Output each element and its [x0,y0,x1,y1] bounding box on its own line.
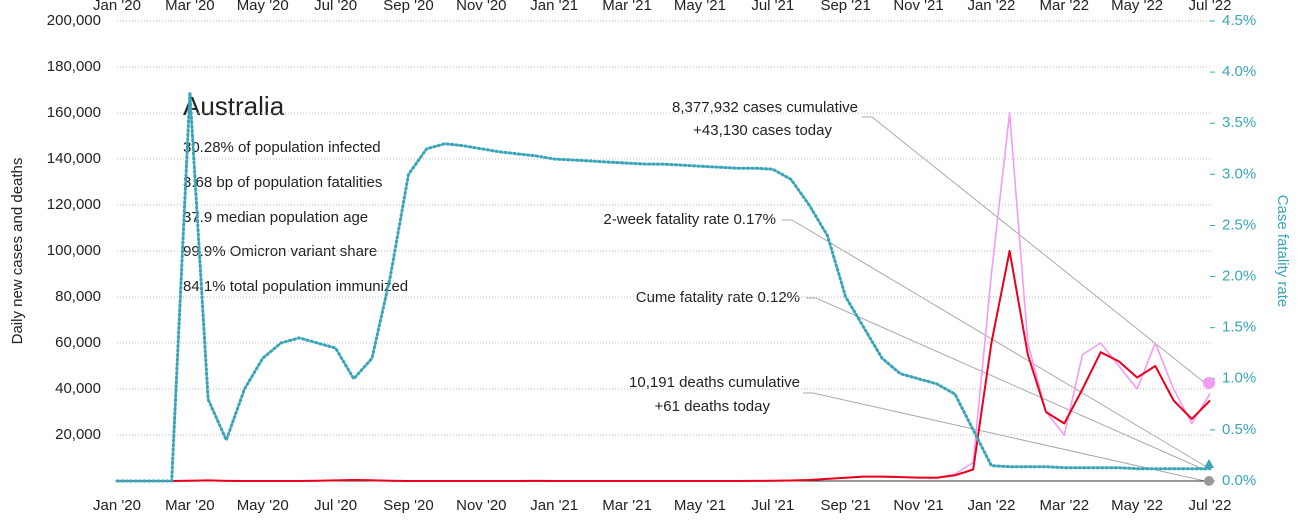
x-tick-label: Jul '21 [751,497,794,514]
y2-tick-label: 4.5% [1222,12,1256,29]
x-tick-label: May '22 [1111,497,1163,514]
annotation: +43,130 cases today [693,122,832,139]
x-tick-label: Sep '20 [383,497,433,514]
x-tick-label: Mar '21 [602,497,652,514]
x-tick-label: Mar '22 [1039,497,1089,514]
x-tick-label: May '21 [674,497,726,514]
y2-tick-label: 0.0% [1222,472,1256,489]
x-tick-label-top: Jul '20 [314,0,357,14]
x-tick-label-top: Mar '21 [602,0,652,14]
x-tick-label-top: May '22 [1111,0,1163,14]
y2-tick-label: 0.5% [1222,421,1256,438]
y-tick-label: 60,000 [55,334,101,351]
y2-tick-label: 2.0% [1222,268,1256,285]
y-tick-label: 140,000 [47,150,101,167]
stat: 30.28% of population infected [183,139,381,156]
x-tick-label: Jan '20 [93,497,141,514]
series-line [117,250,1211,482]
x-tick-label: Jan '22 [967,497,1015,514]
y2-tick-label: 3.0% [1222,165,1256,182]
y2-tick-label: 2.5% [1222,216,1256,233]
x-tick-label-top: May '21 [674,0,726,14]
y-tick-label: 180,000 [47,58,101,75]
x-tick-label: Mar '20 [165,497,215,514]
stat: 84.1% total population immunized [183,278,408,295]
y2-tick-label: 4.0% [1222,63,1256,80]
end-marker [1203,377,1215,389]
x-tick-label-top: Sep '20 [383,0,433,14]
end-marker [1204,476,1214,486]
x-tick-label-top: Mar '22 [1039,0,1089,14]
leader-lines [782,116,1206,482]
annotation: +61 deaths today [654,398,770,415]
y-tick-label: 80,000 [55,288,101,305]
x-tick-label: May '20 [237,497,289,514]
x-tick-label: Jul '20 [314,497,357,514]
x-tick-label: Nov '21 [893,497,943,514]
y-tick-label: 100,000 [47,242,101,259]
x-tick-label-top: Sep '21 [820,0,870,14]
x-tick-label-top: Mar '20 [165,0,215,14]
y2-tick-label: 3.5% [1222,114,1256,131]
x-tick-label-top: Jan '20 [93,0,141,14]
leader-line [862,116,1206,384]
stat: 37.9 median population age [183,209,368,226]
x-tick-label-top: Jan '22 [967,0,1015,14]
x-tick-label: Nov '20 [456,497,506,514]
plot: 20,000 40,000 60,000 80,000 100,000 120,000 14… [47,0,1256,514]
stat: 99.9% Omicron variant share [183,243,377,260]
stat: 3.68 bp of population fatalities [183,174,382,191]
leader-line [803,392,1206,482]
x-tick-label-top: Nov '20 [456,0,506,14]
y-axis-label: Daily new cases and deaths [9,158,26,345]
annotation: 2-week fatality rate 0.17% [603,211,776,228]
y-tick-label: 120,000 [47,196,101,213]
y2-tick-label: 1.5% [1222,319,1256,336]
x-tick-label-top: Jul '21 [751,0,794,14]
series-line [115,91,1212,483]
y2-tick-label: 1.0% [1222,370,1256,387]
annotation: 8,377,932 cases cumulative [672,99,858,116]
x-tick-label-top: Nov '21 [893,0,943,14]
annotation: 10,191 deaths cumulative [629,374,800,391]
chart-title: Australia [183,91,285,121]
x-tick-label-top: Jan '21 [530,0,578,14]
leader-line [806,297,1206,471]
y-tick-label: 40,000 [55,380,101,397]
x-tick-label: Sep '21 [820,497,870,514]
x-tick-label: Jan '21 [530,497,578,514]
x-tick-label-top: Jul '22 [1189,0,1232,14]
leader-line [782,219,1206,467]
y-tick-label: 160,000 [47,104,101,121]
y-tick-label: 200,000 [47,12,101,29]
x-tick-label: Jul '22 [1189,497,1232,514]
y2-axis-label: Case fatality rate [1274,195,1291,308]
y-tick-label: 20,000 [55,426,101,443]
x-tick-label-top: May '20 [237,0,289,14]
end-marker [1204,459,1214,468]
